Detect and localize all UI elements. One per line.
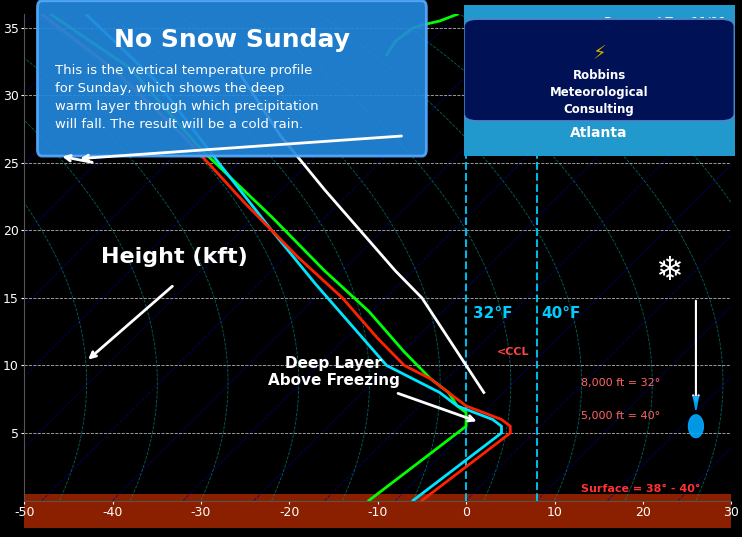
Text: Atlanta: Atlanta <box>571 126 628 140</box>
Text: 32°F: 32°F <box>473 306 513 321</box>
Text: <CCL: <CCL <box>497 347 530 357</box>
Text: 40°F: 40°F <box>541 306 581 321</box>
Bar <box>24 500 732 507</box>
Text: 5,000 ft = 40°: 5,000 ft = 40° <box>581 411 660 422</box>
FancyBboxPatch shape <box>37 1 427 156</box>
Text: Robbins
Meteorological
Consulting: Robbins Meteorological Consulting <box>550 69 649 115</box>
Text: Surface = 38° - 40°: Surface = 38° - 40° <box>581 484 700 495</box>
Text: Prepared Tue 11/11: Prepared Tue 11/11 <box>604 17 726 27</box>
Text: ❄: ❄ <box>655 255 683 287</box>
Polygon shape <box>693 396 698 410</box>
Text: No Snow Sunday: No Snow Sunday <box>114 28 350 52</box>
Text: This is the vertical temperature profile
for Sunday, which shows the deep
warm l: This is the vertical temperature profile… <box>55 64 319 131</box>
Bar <box>24 494 732 527</box>
Text: 8,000 ft = 32°: 8,000 ft = 32° <box>581 378 660 388</box>
Text: Deep Layer
Above Freezing: Deep Layer Above Freezing <box>268 356 399 388</box>
FancyBboxPatch shape <box>464 19 735 121</box>
Polygon shape <box>689 415 703 438</box>
Text: ⚡: ⚡ <box>592 44 606 63</box>
Text: Height (kft): Height (kft) <box>101 248 248 267</box>
